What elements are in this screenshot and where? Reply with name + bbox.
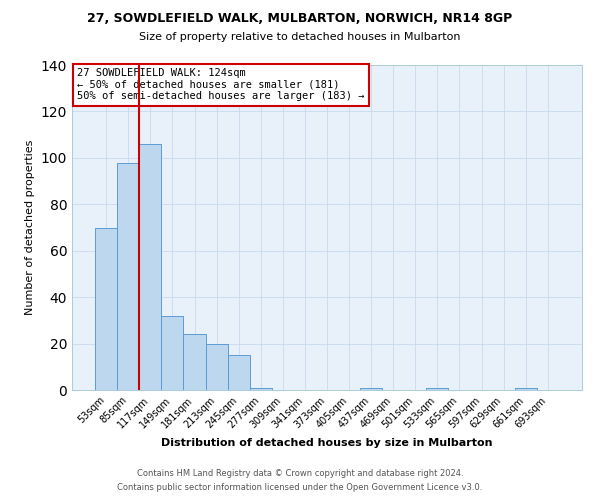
Bar: [206, 344, 227, 390]
Text: 27 SOWDLEFIELD WALK: 124sqm
← 50% of detached houses are smaller (181)
50% of se: 27 SOWDLEFIELD WALK: 124sqm ← 50% of det…: [77, 68, 365, 102]
Text: Contains public sector information licensed under the Open Government Licence v3: Contains public sector information licen…: [118, 484, 482, 492]
Bar: [161, 316, 184, 390]
Bar: [95, 228, 117, 390]
Bar: [250, 388, 272, 390]
Bar: [515, 388, 537, 390]
Bar: [184, 334, 206, 390]
Bar: [117, 162, 139, 390]
Bar: [139, 144, 161, 390]
Bar: [427, 388, 448, 390]
X-axis label: Distribution of detached houses by size in Mulbarton: Distribution of detached houses by size …: [161, 438, 493, 448]
Bar: [360, 388, 382, 390]
Text: Contains HM Land Registry data © Crown copyright and database right 2024.: Contains HM Land Registry data © Crown c…: [137, 468, 463, 477]
Bar: [227, 355, 250, 390]
Y-axis label: Number of detached properties: Number of detached properties: [25, 140, 35, 315]
Text: Size of property relative to detached houses in Mulbarton: Size of property relative to detached ho…: [139, 32, 461, 42]
Text: 27, SOWDLEFIELD WALK, MULBARTON, NORWICH, NR14 8GP: 27, SOWDLEFIELD WALK, MULBARTON, NORWICH…: [88, 12, 512, 26]
